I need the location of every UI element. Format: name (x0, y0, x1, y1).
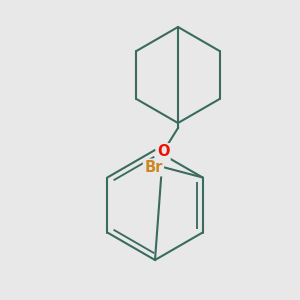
Text: Br: Br (144, 160, 163, 175)
Text: O: O (157, 145, 169, 160)
